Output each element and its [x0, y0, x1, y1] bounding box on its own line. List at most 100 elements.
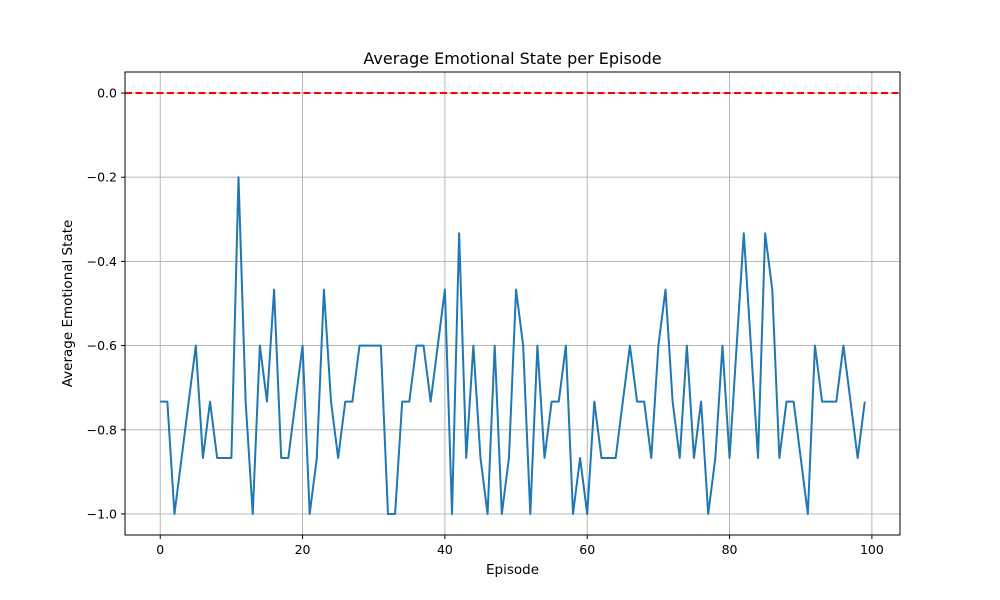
- data-point: [415, 345, 417, 347]
- data-point: [216, 457, 218, 459]
- data-point: [366, 345, 368, 347]
- data-point: [835, 401, 837, 403]
- y-tick-label: 0.0: [97, 86, 117, 101]
- data-point: [280, 457, 282, 459]
- data-point: [800, 457, 802, 459]
- data-point: [522, 345, 524, 347]
- data-point: [615, 457, 617, 459]
- data-point: [430, 401, 432, 403]
- data-point: [600, 457, 602, 459]
- data-point: [544, 457, 546, 459]
- x-axis-label: Episode: [486, 562, 539, 578]
- data-point: [629, 345, 631, 347]
- data-point: [622, 401, 624, 403]
- data-point: [287, 457, 289, 459]
- data-point: [736, 345, 738, 347]
- data-point: [344, 401, 346, 403]
- data-point: [729, 457, 731, 459]
- data-point: [465, 457, 467, 459]
- data-point: [173, 513, 175, 515]
- data-point: [487, 513, 489, 515]
- data-point: [721, 345, 723, 347]
- data-point: [850, 401, 852, 403]
- data-point: [252, 513, 254, 515]
- data-point: [508, 457, 510, 459]
- data-point: [358, 345, 360, 347]
- data-point: [814, 345, 816, 347]
- data-point: [821, 401, 823, 403]
- x-tick-label: 60: [579, 542, 595, 557]
- data-point: [472, 345, 474, 347]
- plot-area-frame: [124, 71, 901, 536]
- data-point: [316, 457, 318, 459]
- x-tick-label: 80: [722, 542, 738, 557]
- data-point: [195, 345, 197, 347]
- series-line: [160, 176, 866, 515]
- data-point: [323, 289, 325, 291]
- data-point: [565, 345, 567, 347]
- data-point: [266, 401, 268, 403]
- data-point: [686, 345, 688, 347]
- data-point: [707, 513, 709, 515]
- x-tick-label: 100: [860, 542, 884, 557]
- y-axis-label: Average Emotional State: [60, 220, 76, 388]
- data-point: [181, 457, 183, 459]
- data-point: [693, 457, 695, 459]
- data-point: [202, 457, 204, 459]
- x-tick-label: 0: [156, 542, 164, 557]
- data-point: [351, 401, 353, 403]
- y-tick-label: −0.8: [87, 422, 117, 437]
- data-point: [785, 401, 787, 403]
- data-point: [757, 457, 759, 459]
- data-point: [494, 345, 496, 347]
- data-point: [643, 401, 645, 403]
- data-point: [551, 401, 553, 403]
- data-point: [302, 345, 304, 347]
- data-point: [437, 345, 439, 347]
- y-axis-ticks: 0.0 −0.2 −0.4 −0.6 −0.8 −1.0: [87, 86, 125, 521]
- data-point: [209, 401, 211, 403]
- x-tick-label: 40: [437, 542, 453, 557]
- data-point: [714, 457, 716, 459]
- data-point: [665, 289, 667, 291]
- data-point: [650, 457, 652, 459]
- data-point: [529, 513, 531, 515]
- data-point: [330, 401, 332, 403]
- data-point: [793, 401, 795, 403]
- data-point: [636, 401, 638, 403]
- data-point: [558, 401, 560, 403]
- data-point: [586, 513, 588, 515]
- data-point: [394, 513, 396, 515]
- data-point: [857, 457, 859, 459]
- data-point: [238, 176, 240, 178]
- data-point: [458, 232, 460, 234]
- data-point: [842, 345, 844, 347]
- data-point: [593, 401, 595, 403]
- data-point: [408, 401, 410, 403]
- y-tick-label: −1.0: [87, 506, 117, 521]
- data-point: [828, 401, 830, 403]
- data-point: [259, 345, 261, 347]
- data-point: [188, 401, 190, 403]
- data-point: [294, 401, 296, 403]
- data-point: [778, 457, 780, 459]
- data-point: [223, 457, 225, 459]
- data-point: [166, 401, 168, 403]
- data-point: [501, 513, 503, 515]
- x-tick-label: 20: [295, 542, 311, 557]
- data-point: [479, 457, 481, 459]
- data-point: [515, 289, 517, 291]
- data-point: [657, 345, 659, 347]
- y-tick-label: −0.6: [87, 338, 117, 353]
- chart-title: Average Emotional State per Episode: [363, 49, 661, 68]
- x-axis-ticks: 0 20 40 60 80 100: [156, 535, 884, 557]
- data-point: [423, 345, 425, 347]
- data-point: [700, 401, 702, 403]
- data-point: [273, 289, 275, 291]
- data-point: [309, 513, 311, 515]
- data-point: [373, 345, 375, 347]
- data-point: [387, 513, 389, 515]
